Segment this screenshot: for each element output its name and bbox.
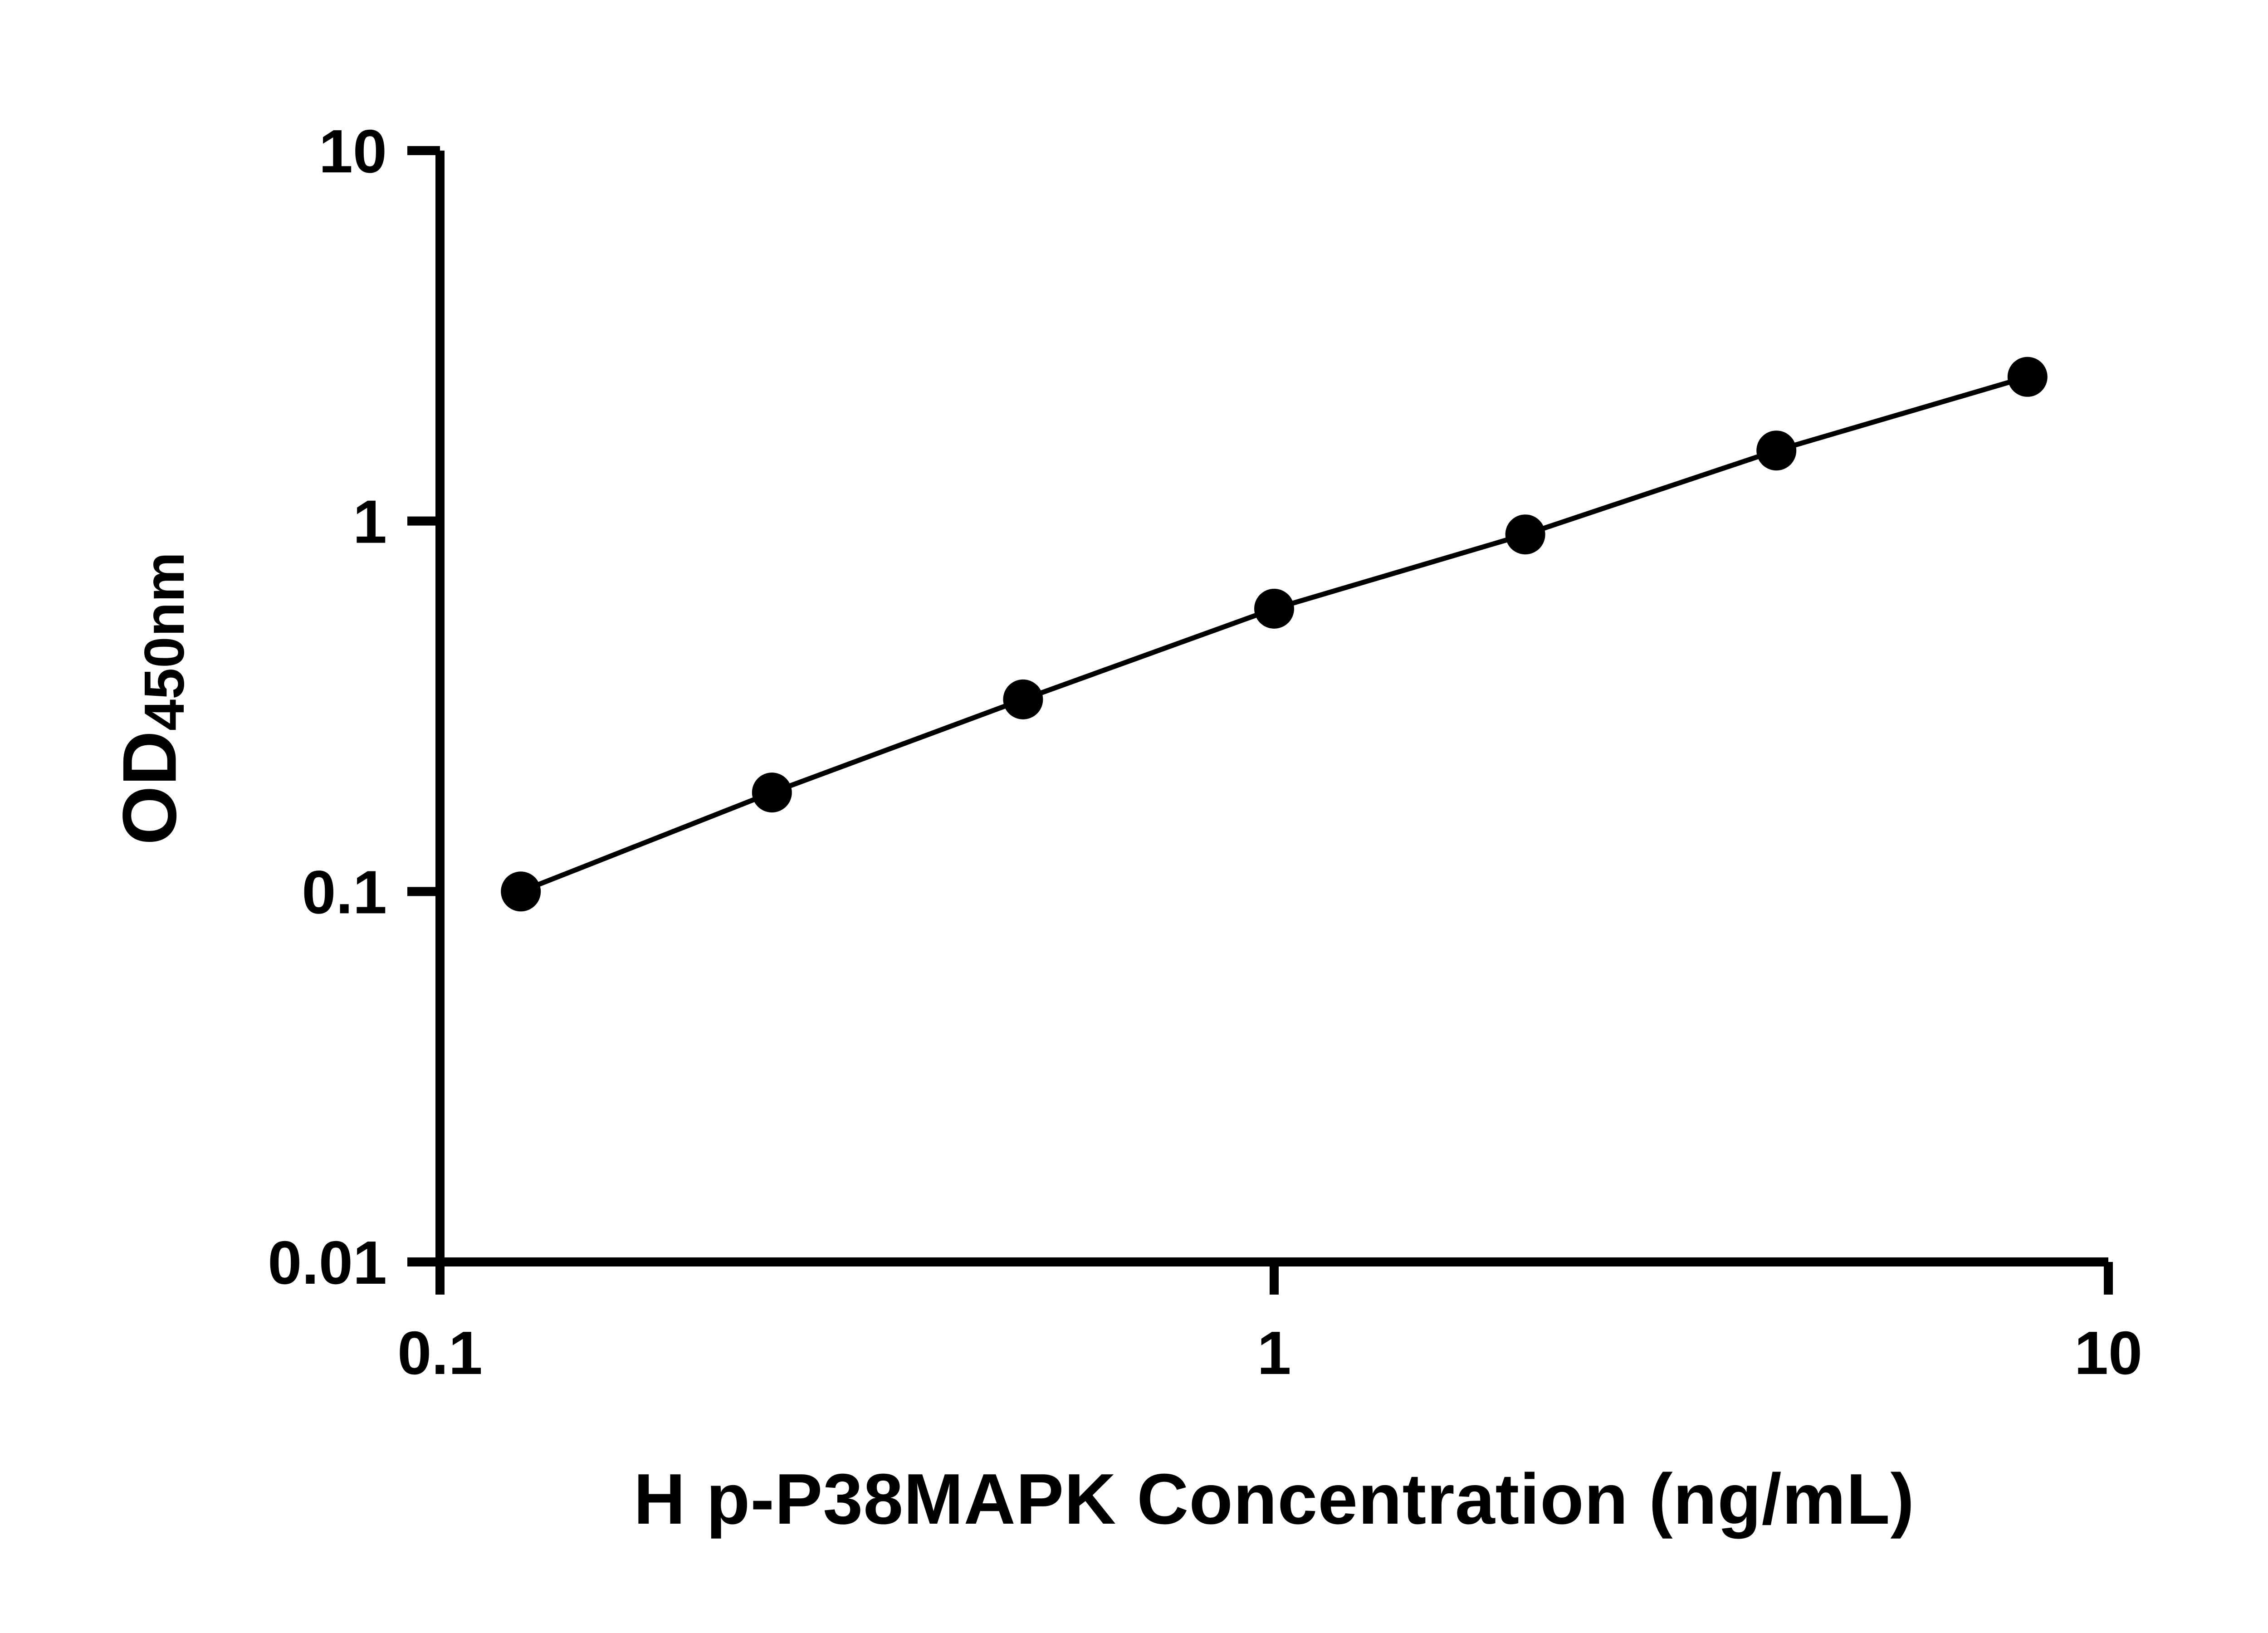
y-tick-label: 0.01: [268, 1228, 387, 1297]
y-axis-title: OD450nm: [106, 552, 196, 845]
y-tick-label: 10: [319, 117, 387, 186]
x-tick-label: 0.1: [397, 1319, 483, 1387]
x-axis-title: H p-P38MAPK Concentration (ng/mL): [633, 1459, 1915, 1539]
axes-spine: [435, 151, 2108, 1266]
x-tick-label: 10: [2074, 1319, 2142, 1387]
data-point-marker: [1756, 430, 1797, 471]
data-point-marker: [2007, 357, 2048, 397]
y-axis-title-subscript: 450nm: [132, 552, 196, 731]
standard-curve-line: [520, 374, 2028, 894]
x-tick-label: 1: [1257, 1319, 1291, 1387]
y-tick-label: 1: [353, 488, 387, 556]
y-tick-label: 0.1: [302, 858, 387, 926]
data-point-marker: [1505, 514, 1545, 555]
data-point-marker: [1003, 679, 1043, 719]
y-axis-title-main: OD: [107, 730, 192, 845]
data-point-marker: [1254, 588, 1294, 629]
data-point-marker: [501, 871, 541, 912]
data-point-marker: [752, 772, 792, 813]
